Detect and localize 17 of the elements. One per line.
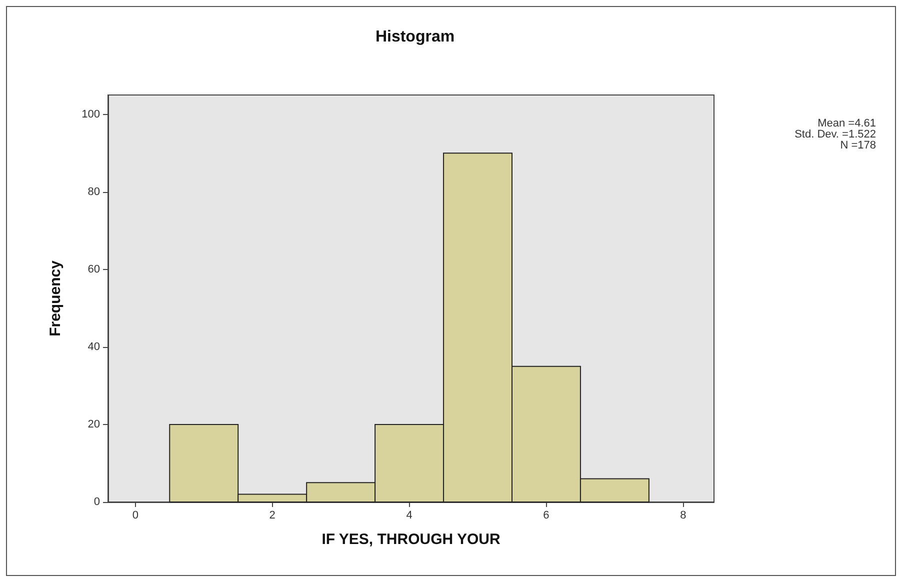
x-tick-label: 0 — [132, 510, 138, 522]
text: N =178 — [840, 140, 876, 152]
y-tick-label: 20 — [88, 418, 100, 430]
y-tick-label: 60 — [88, 263, 100, 276]
y-tick-label: 0 — [94, 496, 100, 508]
chart-title: Histogram — [375, 28, 455, 46]
x-tick-label: 6 — [543, 510, 550, 522]
x-tick-label: 2 — [269, 510, 276, 522]
x-tick-label: 8 — [680, 510, 686, 522]
y-tick-label: 40 — [88, 340, 100, 353]
x-tick-label: 4 — [406, 510, 412, 522]
y-tick-label: 100 — [82, 108, 100, 120]
text: Std. Dev. =1.522 — [794, 128, 876, 140]
y-tick-label: 80 — [88, 186, 100, 198]
y-axis-title: Frequency — [47, 260, 64, 336]
text: Mean =4.61 — [818, 118, 876, 130]
x-axis-title: IF YES, THROUGH YOUR — [322, 531, 500, 548]
